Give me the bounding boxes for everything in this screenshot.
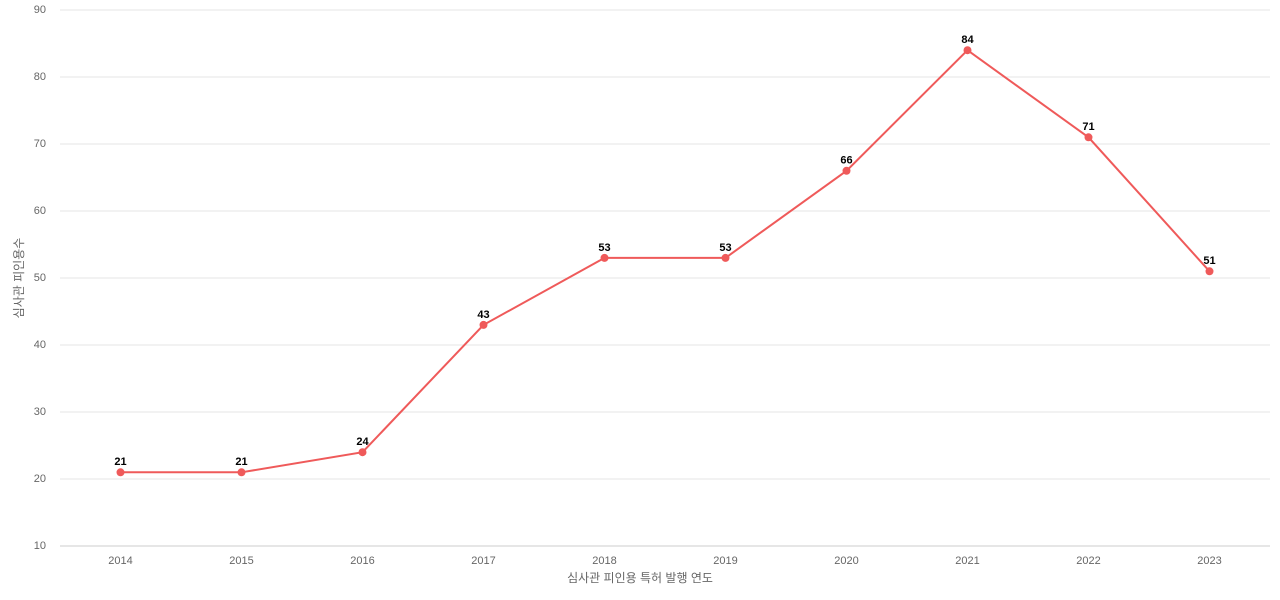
point (116, 468, 125, 477)
y-axis-label: 심사관 피인용수 (12, 238, 26, 319)
point (237, 468, 246, 477)
point (963, 46, 972, 55)
x-tick-label: 2019 (713, 555, 737, 567)
y-tick-label: 10 (34, 540, 46, 552)
y-tick-label: 80 (34, 71, 46, 83)
y-tick-label: 70 (34, 138, 46, 150)
line (120, 48, 1211, 474)
x-tick-label: 2020 (834, 555, 858, 567)
x-tick-label: 2023 (1197, 555, 1221, 567)
value-label: 51 (1203, 255, 1215, 267)
y-tick-label: 40 (34, 339, 46, 351)
point (721, 253, 730, 262)
x-tick-label: 2018 (592, 555, 616, 567)
x-tick-label: 2021 (955, 555, 979, 567)
x-tick-label: 2017 (471, 555, 495, 567)
x-tick-label: 2016 (350, 555, 374, 567)
x-tick-label: 2014 (108, 555, 132, 567)
value-label: 21 (235, 456, 247, 468)
x-axis-label: 심사관 피인용 특허 발행 연도 (567, 570, 713, 585)
point (479, 320, 488, 329)
value-label: 21 (114, 456, 126, 468)
y-tick-label: 50 (34, 272, 46, 284)
point (842, 166, 851, 175)
point (1205, 267, 1214, 276)
value-label: 53 (719, 242, 731, 254)
value-label: 24 (356, 436, 369, 448)
y-tick-label: 20 (34, 473, 46, 485)
y-tick-label: 60 (34, 205, 46, 217)
point (600, 253, 609, 262)
value-label: 84 (961, 34, 974, 46)
x-tick-label: 2022 (1076, 555, 1100, 567)
point (1084, 133, 1093, 142)
value-label: 71 (1082, 121, 1094, 133)
y-tick-label: 30 (34, 406, 46, 418)
point (358, 448, 367, 457)
value-label: 53 (598, 242, 610, 254)
value-label: 66 (840, 155, 852, 167)
y-tick-label: 90 (34, 4, 46, 16)
x-tick-label: 2015 (229, 555, 253, 567)
value-label: 43 (477, 309, 489, 321)
